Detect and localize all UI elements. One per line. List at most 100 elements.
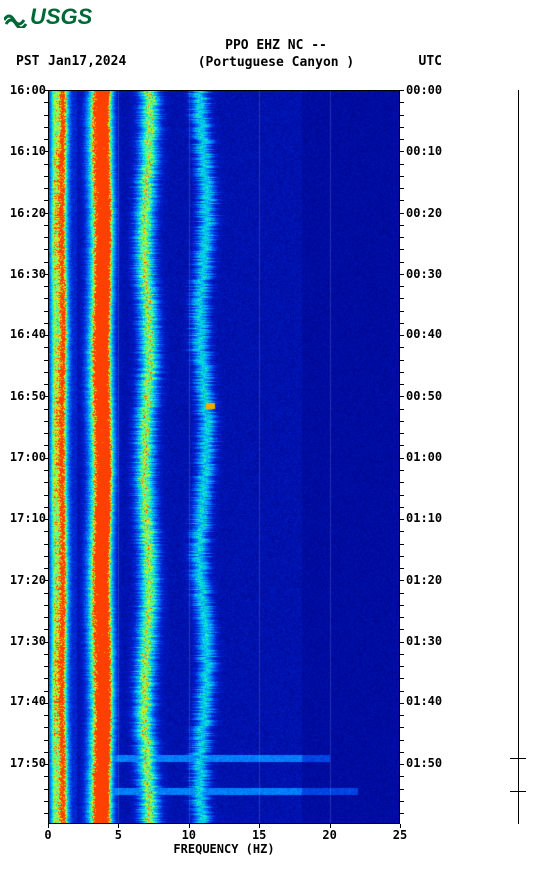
tz-right-label: UTC [419,54,442,69]
y-left-tick [44,617,48,618]
y-left-tick [44,102,48,103]
amplitude-bar [518,90,519,824]
y-left-tick [44,335,48,336]
y-left-tick [44,176,48,177]
tz-left-label: PST [16,54,39,69]
y-left-tick [44,654,48,655]
y-right-tick [400,421,404,422]
y-right-tick [400,237,404,238]
y-left-tick [44,519,48,520]
y-left-tick-label: 16:40 [4,327,46,341]
x-tick [118,824,119,828]
y-left-tick-label: 16:50 [4,389,46,403]
x-tick [189,824,190,828]
y-right-tick [400,605,404,606]
y-left-tick-label: 17:30 [4,634,46,648]
y-left-tick [44,249,48,250]
y-right-tick [400,176,404,177]
y-left-tick [44,789,48,790]
y-left-tick [44,752,48,753]
y-left-tick [44,470,48,471]
y-right-tick-label: 00:10 [406,144,450,158]
spectrogram-canvas [48,90,400,824]
y-left-tick [44,544,48,545]
event-mark [510,758,526,759]
y-left-tick [44,188,48,189]
y-right-tick [400,776,404,777]
y-left-tick [44,445,48,446]
x-tick [259,824,260,828]
y-left-tick [44,776,48,777]
y-left-tick [44,311,48,312]
y-left-tick [44,482,48,483]
y-left-tick [44,286,48,287]
y-right-tick [400,580,404,581]
date-label: Jan17,2024 [48,54,126,69]
y-right-tick [400,764,404,765]
x-tick-label: 25 [393,828,407,842]
y-right-tick [400,789,404,790]
y-left-tick [44,495,48,496]
y-right-tick [400,102,404,103]
y-right-tick [400,519,404,520]
y-left-tick [44,164,48,165]
y-right-tick [400,813,404,814]
y-left-tick [44,703,48,704]
y-right-tick-label: 01:00 [406,450,450,464]
y-right-tick [400,115,404,116]
y-left-tick [44,409,48,410]
y-left-tick [44,115,48,116]
y-left-tick [44,372,48,373]
y-right-tick [400,482,404,483]
x-tick [330,824,331,828]
x-tick [48,824,49,828]
y-left-tick [44,764,48,765]
y-right-tick [400,678,404,679]
spectrogram-plot [48,90,400,824]
y-left-tick-label: 17:10 [4,511,46,525]
y-right-tick [400,200,404,201]
y-left-tick [44,213,48,214]
y-left-tick [44,90,48,91]
y-right-tick-label: 01:20 [406,573,450,587]
y-right-tick [400,727,404,728]
x-tick-label: 15 [252,828,266,842]
y-left-tick [44,605,48,606]
y-left-tick-label: 16:10 [4,144,46,158]
y-right-tick [400,752,404,753]
y-left-tick [44,568,48,569]
y-left-tick [44,200,48,201]
y-left-tick [44,727,48,728]
y-right-tick [400,470,404,471]
y-right-tick [400,90,404,91]
y-left-tick [44,237,48,238]
y-right-tick [400,139,404,140]
y-left-tick [44,323,48,324]
y-left-tick-label: 16:30 [4,267,46,281]
x-tick-label: 10 [182,828,196,842]
y-left-tick [44,666,48,667]
y-left-tick [44,360,48,361]
y-left-tick-label: 17:40 [4,694,46,708]
y-left-tick [44,556,48,557]
y-right-tick [400,384,404,385]
y-left-tick [44,458,48,459]
station-code: PPO EHZ NC -- [0,38,552,53]
y-left-tick [44,642,48,643]
y-right-tick [400,274,404,275]
x-tick-label: 0 [44,828,51,842]
y-right-tick [400,703,404,704]
y-right-tick [400,801,404,802]
y-right-tick [400,151,404,152]
y-left-tick [44,139,48,140]
y-right-tick [400,666,404,667]
y-left-tick [44,813,48,814]
y-right-tick [400,691,404,692]
y-left-tick-label: 17:20 [4,573,46,587]
y-right-tick-label: 01:30 [406,634,450,648]
y-right-tick [400,249,404,250]
logo-text: USGS [30,4,92,30]
y-left-tick [44,151,48,152]
y-left-tick-label: 17:50 [4,756,46,770]
y-left-tick [44,593,48,594]
